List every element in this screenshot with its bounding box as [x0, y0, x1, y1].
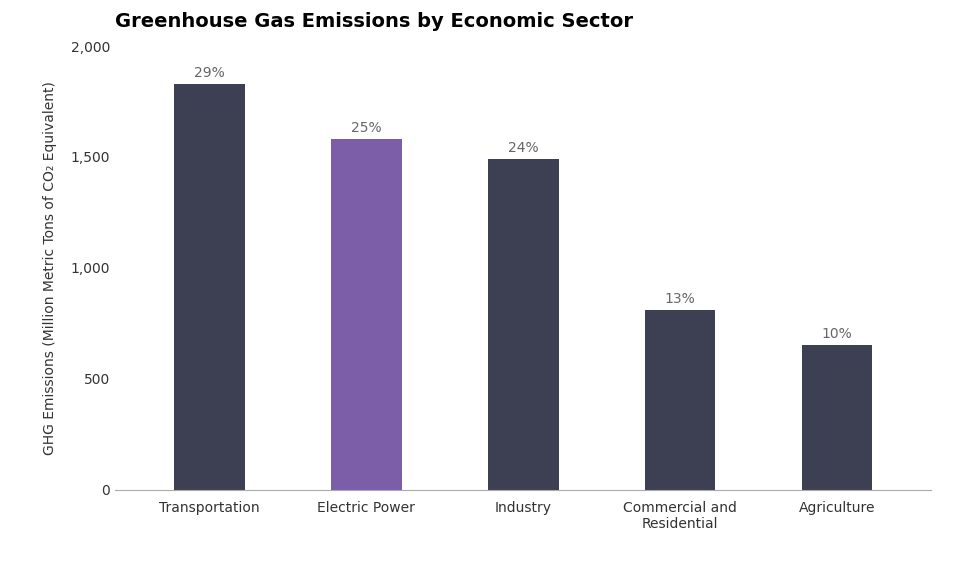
Text: 10%: 10%: [822, 328, 852, 342]
Bar: [645, 310, 715, 490]
Text: 13%: 13%: [664, 292, 695, 306]
Text: 24%: 24%: [508, 141, 539, 155]
Text: 29%: 29%: [194, 66, 225, 80]
Bar: [488, 159, 559, 490]
Text: Greenhouse Gas Emissions by Economic Sector: Greenhouse Gas Emissions by Economic Sec…: [115, 12, 634, 31]
Bar: [802, 346, 873, 490]
Bar: [174, 84, 245, 490]
Bar: [331, 139, 401, 490]
Y-axis label: GHG Emissions (Million Metric Tons of CO₂ Equivalent): GHG Emissions (Million Metric Tons of CO…: [43, 81, 57, 455]
Text: 25%: 25%: [351, 121, 381, 135]
